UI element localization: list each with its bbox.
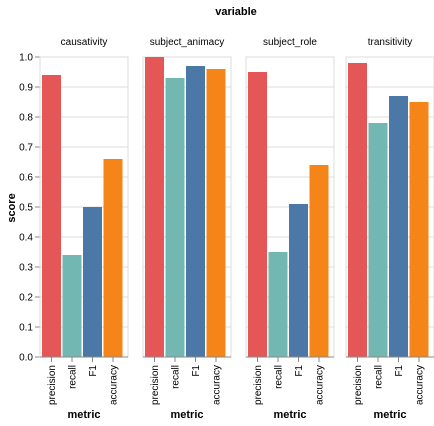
x-tick-label: accuracy [415, 365, 426, 405]
y-tick-label: 0.7 [19, 143, 33, 154]
x-tick-label: accuracy [315, 365, 326, 405]
facets: causativity precision recall F1 accuracy metr… [39, 37, 434, 421]
bar-accuracy [309, 165, 329, 357]
bar-f1 [186, 66, 205, 357]
bar-precision [248, 72, 267, 357]
y-axis-title: score [6, 193, 18, 222]
x-tick-label: precision [353, 365, 364, 405]
chart-title: variable [215, 6, 257, 18]
x-axis-title: metric [273, 409, 306, 421]
facet-title: subject_animacy [150, 37, 224, 48]
y-tick-label: 1.0 [19, 53, 33, 64]
bar-recall [165, 78, 185, 357]
x-axis-title: metric [170, 409, 203, 421]
bar-f1 [83, 207, 102, 357]
facet-panel: subject_animacy precision recall F1 accuracy… [142, 37, 232, 421]
bar-accuracy [206, 69, 226, 357]
x-axis-title: metric [373, 409, 406, 421]
x-axis-title: metric [67, 409, 100, 421]
y-axis: 0.0 0.1 0.2 0.3 0.4 0.5 0.6 0.7 0.8 0.9 1.0 [19, 53, 40, 364]
y-tick-label: 0.5 [19, 203, 33, 214]
bar-precision [145, 57, 164, 357]
y-tick-label: 0.4 [19, 233, 33, 244]
bar-precision [348, 63, 367, 357]
bar-accuracy [103, 159, 123, 357]
x-tick-label: recall [374, 365, 385, 389]
facet-panel: causativity precision recall F1 accuracy metr… [39, 37, 129, 421]
bar-precision [42, 75, 61, 357]
bar-f1 [289, 204, 308, 357]
bar-accuracy [409, 102, 429, 357]
x-tick-label: F1 [394, 365, 405, 377]
facet-panel: transitivity precision recall F1 accuracy met… [345, 37, 434, 421]
x-tick-label: F1 [88, 365, 99, 377]
y-tick-label: 0.0 [19, 353, 33, 364]
bar-recall [268, 252, 288, 357]
x-tick-label: recall [68, 365, 79, 389]
y-tick-label: 0.9 [19, 83, 33, 94]
y-tick-label: 0.2 [19, 293, 33, 304]
x-tick-label: F1 [294, 365, 305, 377]
x-tick-label: accuracy [212, 365, 223, 405]
facet-title: transitivity [368, 37, 412, 48]
y-tick-label: 0.1 [19, 323, 33, 334]
y-tick-label: 0.8 [19, 113, 33, 124]
x-tick-label: precision [253, 365, 264, 405]
x-tick-label: recall [274, 365, 285, 389]
y-tick-label: 0.6 [19, 173, 33, 184]
facet-title: causativity [61, 37, 108, 48]
bar-f1 [389, 96, 408, 357]
facet-title: subject_role [263, 37, 317, 48]
x-tick-label: accuracy [109, 365, 120, 405]
x-tick-label: precision [47, 365, 58, 405]
x-tick-label: F1 [191, 365, 202, 377]
facet-panel: subject_role precision recall F1 accuracy met… [245, 37, 335, 421]
x-tick-label: precision [150, 365, 161, 405]
bar-recall [368, 123, 388, 357]
x-tick-label: recall [171, 365, 182, 389]
bar-recall [62, 255, 82, 357]
y-tick-label: 0.3 [19, 263, 33, 274]
